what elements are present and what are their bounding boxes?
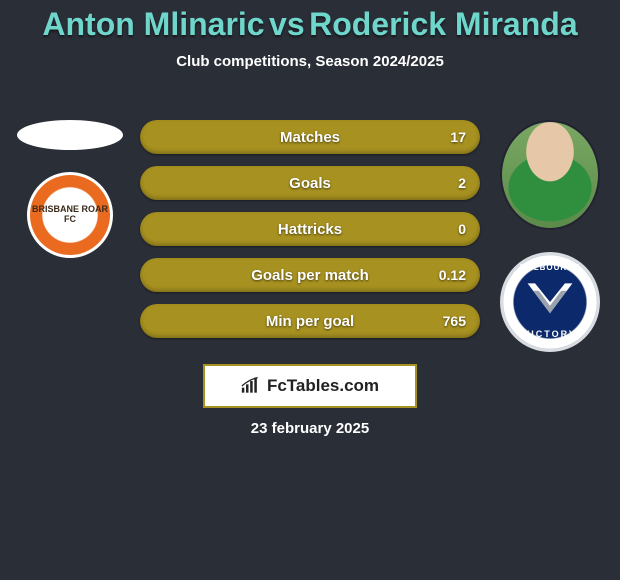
club-ring-bottom: VICTORY (503, 329, 597, 339)
stat-label: Matches (280, 129, 340, 146)
stat-bar: Min per goal 765 (140, 304, 480, 338)
stat-value-right: 0 (458, 221, 466, 237)
stat-value-right: 765 (443, 313, 466, 329)
stat-value-right: 0.12 (439, 267, 466, 283)
right-column: MELBOURNE VICTORY (490, 120, 610, 352)
brand-box[interactable]: FcTables.com (203, 364, 417, 408)
page-title: Anton Mlinaric vs Roderick Miranda (0, 0, 620, 43)
club-logo-brisbane: BRISBANE ROAR FC (27, 172, 113, 258)
stat-label: Goals per match (251, 267, 369, 284)
stat-bar: Matches 17 (140, 120, 480, 154)
stat-value-right: 17 (450, 129, 466, 145)
player2-name: Roderick Miranda (309, 6, 578, 42)
club-logo-text: BRISBANE ROAR FC (30, 205, 110, 225)
left-column: BRISBANE ROAR FC (10, 120, 130, 258)
stat-value-right: 2 (458, 175, 466, 191)
brand-text: FcTables.com (267, 376, 379, 396)
stat-bar: Hattricks 0 (140, 212, 480, 246)
club-ring-top: MELBOURNE (503, 263, 597, 272)
stats-panel: Matches 17 Goals 2 Hattricks 0 Goals per match… (140, 120, 480, 350)
club-logo-melbourne-victory: MELBOURNE VICTORY (500, 252, 600, 352)
stat-bar: Goals per match 0.12 (140, 258, 480, 292)
stat-label: Min per goal (266, 313, 354, 330)
subtitle: Club competitions, Season 2024/2025 (0, 53, 620, 70)
stat-label: Hattricks (278, 221, 342, 238)
stat-bar: Goals 2 (140, 166, 480, 200)
bar-chart-icon (241, 377, 261, 395)
vs-separator: vs (269, 6, 305, 42)
player1-name: Anton Mlinaric (42, 6, 264, 42)
player2-photo (500, 120, 600, 230)
chevron-v-icon (522, 274, 578, 330)
player1-photo-placeholder (17, 120, 123, 150)
stat-label: Goals (289, 175, 331, 192)
date: 23 february 2025 (0, 420, 620, 437)
